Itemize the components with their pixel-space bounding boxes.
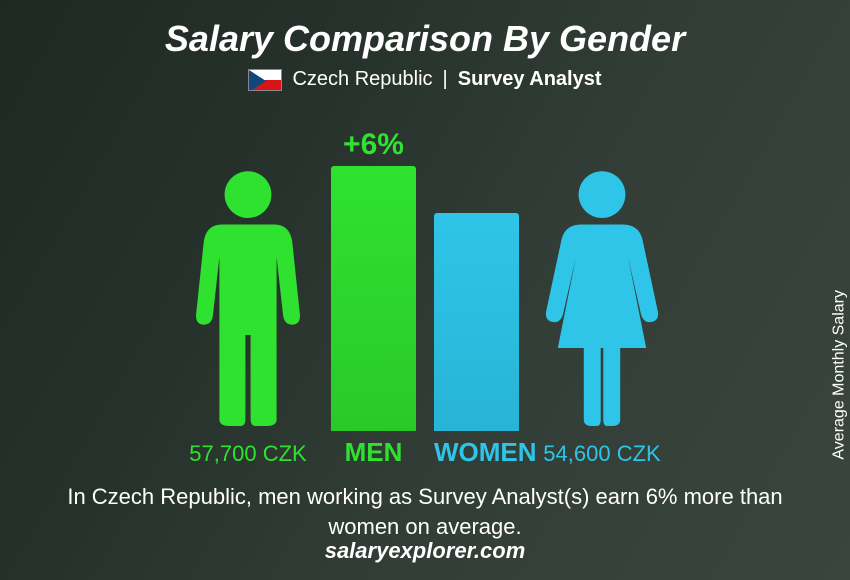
page-title: Salary Comparison By Gender <box>0 18 850 60</box>
difference-label: +6% <box>343 128 404 162</box>
women-label: WOMEN <box>434 437 537 467</box>
men-salary: 57,700 CZK <box>189 441 306 466</box>
country-label: Czech Republic <box>292 68 432 91</box>
woman-icon <box>537 161 667 431</box>
side-caption: Average Monthly Salary <box>831 290 849 460</box>
labels-row: 57,700 CZK MEN WOMEN 54,600 CZK <box>105 437 745 468</box>
chart-area: +6% <box>105 101 745 431</box>
women-figure-col <box>537 161 667 431</box>
czech-flag-icon <box>248 69 282 91</box>
women-salary: 54,600 CZK <box>543 441 660 466</box>
job-title: Survey Analyst <box>458 68 602 91</box>
men-figure-col <box>183 161 313 431</box>
men-bar-col: +6% <box>331 128 416 431</box>
men-bar <box>331 166 416 431</box>
header: Salary Comparison By Gender Czech Republ… <box>0 0 850 91</box>
separator: | <box>443 68 448 91</box>
subtitle-row: Czech Republic | Survey Analyst <box>0 68 850 91</box>
women-bar <box>434 213 519 431</box>
man-icon <box>183 161 313 431</box>
men-label: MEN <box>345 437 403 467</box>
women-bar-col <box>434 213 519 431</box>
footer-brand: salaryexplorer.com <box>0 538 850 564</box>
description-text: In Czech Republic, men working as Survey… <box>65 482 785 541</box>
